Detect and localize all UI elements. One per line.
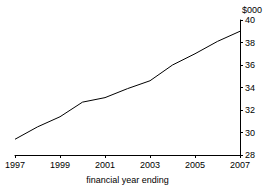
svg-text:34: 34: [245, 83, 255, 93]
svg-text:40: 40: [245, 15, 255, 25]
svg-text:28: 28: [245, 150, 255, 160]
svg-text:32: 32: [245, 105, 255, 115]
svg-text:2005: 2005: [185, 160, 205, 170]
svg-text:36: 36: [245, 60, 255, 70]
svg-text:30: 30: [245, 128, 255, 138]
svg-text:1997: 1997: [5, 160, 25, 170]
svg-text:38: 38: [245, 38, 255, 48]
svg-text:$000: $000: [242, 5, 262, 15]
svg-text:2003: 2003: [140, 160, 160, 170]
svg-text:1999: 1999: [50, 160, 70, 170]
svg-text:financial year ending: financial year ending: [86, 175, 169, 185]
svg-text:2001: 2001: [95, 160, 115, 170]
svg-text:2007: 2007: [230, 160, 250, 170]
